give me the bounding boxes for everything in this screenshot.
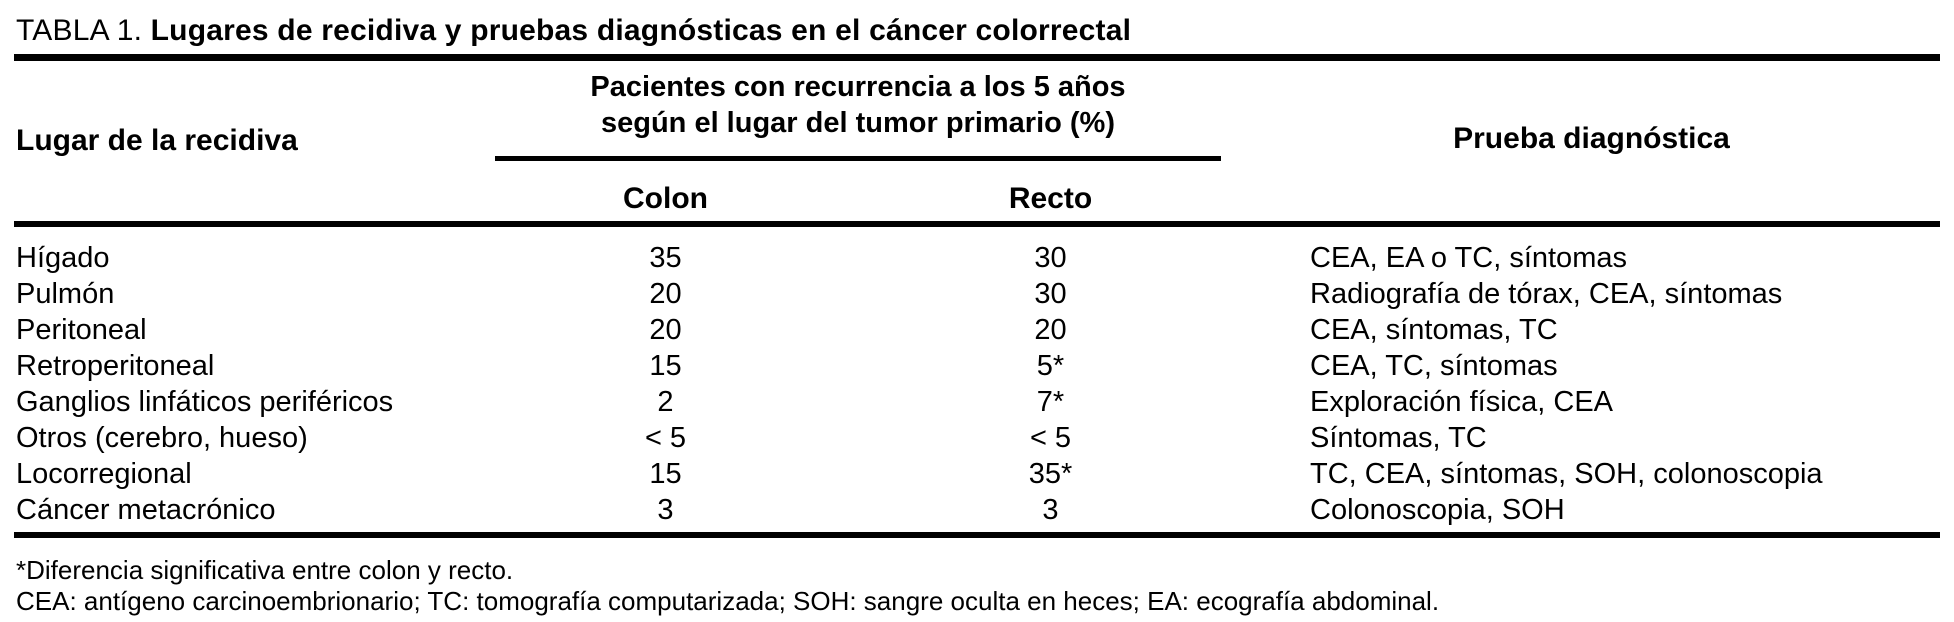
table-row: Retroperitoneal 15 5* CEA, TC, síntomas xyxy=(0,348,1954,384)
recto-value-cell: 20 xyxy=(1034,314,1067,346)
colon-value-cell: < 5 xyxy=(644,422,687,454)
recto-value-cell: 35* xyxy=(1028,458,1073,490)
diagnostic-test-cell: CEA, EA o TC, síntomas xyxy=(1310,242,1627,274)
recto-value-cell: 30 xyxy=(1034,242,1067,274)
footnote-abbreviations: CEA: antígeno carcinoembrionario; TC: to… xyxy=(16,586,1440,616)
bottom-rule xyxy=(14,532,1940,538)
recto-value-cell: < 5 xyxy=(1029,422,1072,454)
diagnostic-test-cell: CEA, síntomas, TC xyxy=(1310,314,1558,346)
subheader-row: Colon Recto xyxy=(473,161,1243,216)
table-row: Cáncer metacrónico 3 3 Colonoscopia, SOH xyxy=(0,492,1954,528)
table-title: TABLA 1. Lugares de recidiva y pruebas d… xyxy=(0,0,1954,54)
diagnostic-test-cell: Síntomas, TC xyxy=(1310,422,1487,454)
colon-column-header: Colon xyxy=(623,182,708,215)
group-header-line1: Pacientes con recurrencia a los 5 años xyxy=(590,71,1126,103)
colon-value-cell: 15 xyxy=(649,458,682,490)
table-title-prefix: TABLA 1. xyxy=(16,14,143,47)
table-footnotes: *Diferencia significativa entre colon y … xyxy=(0,538,1954,617)
table-row: Hígado 35 30 CEA, EA o TC, síntomas xyxy=(0,240,1954,276)
site-column-header: Lugar de la recidiva xyxy=(16,124,298,157)
diagnostic-test-cell: Radiografía de tórax, CEA, síntomas xyxy=(1310,278,1783,310)
recurrence-group-header: Pacientes con recurrencia a los 5 años s… xyxy=(473,61,1243,221)
recurrence-site-cell: Pulmón xyxy=(16,278,115,310)
diagnostic-test-cell: Exploración física, CEA xyxy=(1310,386,1614,418)
recto-value-cell: 7* xyxy=(1036,386,1065,418)
table-row: Peritoneal 20 20 CEA, síntomas, TC xyxy=(0,312,1954,348)
recto-value-cell: 5* xyxy=(1036,350,1065,382)
colon-value-cell: 15 xyxy=(649,350,682,382)
diagnostic-test-cell: Colonoscopia, SOH xyxy=(1310,494,1565,526)
colon-value-cell: 3 xyxy=(657,494,674,526)
top-rule xyxy=(14,54,1940,61)
recurrence-site-cell: Peritoneal xyxy=(16,314,147,346)
recurrence-site-cell: Hígado xyxy=(16,242,110,274)
colon-value-cell: 20 xyxy=(649,314,682,346)
diagnostic-test-cell: TC, CEA, síntomas, SOH, colonoscopia xyxy=(1310,458,1823,490)
recto-value-cell: 30 xyxy=(1034,278,1067,310)
colon-value-cell: 2 xyxy=(657,386,674,418)
colon-value-cell: 20 xyxy=(649,278,682,310)
recto-value-cell: 3 xyxy=(1042,494,1059,526)
recto-column-header: Recto xyxy=(1008,182,1093,215)
test-column-header: Prueba diagnóstica xyxy=(1453,122,1730,155)
recurrence-site-cell: Ganglios linfáticos periféricos xyxy=(16,386,394,418)
table-header-row: Lugar de la recidiva Pacientes con recur… xyxy=(0,61,1954,221)
group-header-line2: según el lugar del tumor primario (%) xyxy=(600,107,1115,139)
recurrence-site-cell: Locorregional xyxy=(16,458,192,490)
table-row: Ganglios linfáticos periféricos 2 7* Exp… xyxy=(0,384,1954,420)
footnote-significance: *Diferencia significativa entre colon y … xyxy=(16,555,514,585)
table-row: Locorregional 15 35* TC, CEA, síntomas, … xyxy=(0,456,1954,492)
recurrence-site-cell: Cáncer metacrónico xyxy=(16,494,276,526)
group-header-underline xyxy=(495,156,1221,161)
table-row: Otros (cerebro, hueso) < 5 < 5 Síntomas,… xyxy=(0,420,1954,456)
colon-value-cell: 35 xyxy=(649,242,682,274)
table-row: Pulmón 20 30 Radiografía de tórax, CEA, … xyxy=(0,276,1954,312)
recurrence-site-cell: Retroperitoneal xyxy=(16,350,215,382)
table-title-text: Lugares de recidiva y pruebas diagnóstic… xyxy=(142,14,1132,47)
header-body-rule xyxy=(14,221,1940,227)
recurrence-site-cell: Otros (cerebro, hueso) xyxy=(16,422,308,454)
table-body: Hígado 35 30 CEA, EA o TC, síntomas Pulm… xyxy=(0,227,1954,532)
diagnostic-test-cell: CEA, TC, síntomas xyxy=(1310,350,1558,382)
